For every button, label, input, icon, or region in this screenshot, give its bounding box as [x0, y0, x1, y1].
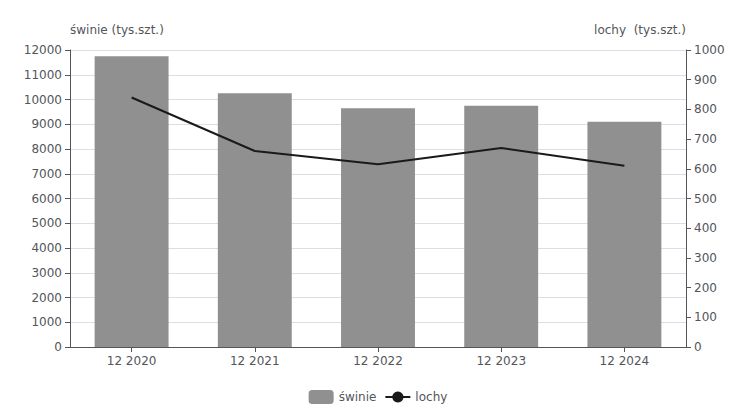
svg-text:5000: 5000	[31, 216, 62, 230]
svg-text:700: 700	[694, 132, 717, 146]
svg-text:900: 900	[694, 73, 717, 87]
svg-text:11000: 11000	[24, 68, 62, 82]
svg-text:12 2023: 12 2023	[476, 354, 526, 368]
svg-text:4000: 4000	[31, 241, 62, 255]
svg-text:12 2020: 12 2020	[107, 354, 157, 368]
svg-text:10000: 10000	[24, 93, 62, 107]
svg-text:12 2024: 12 2024	[600, 354, 650, 368]
svg-text:200: 200	[694, 281, 717, 295]
svg-text:lochy: lochy	[415, 390, 447, 404]
svg-text:100: 100	[694, 310, 717, 324]
svg-text:400: 400	[694, 221, 717, 235]
svg-text:6000: 6000	[31, 192, 62, 206]
svg-text:12 2021: 12 2021	[230, 354, 280, 368]
svg-text:12000: 12000	[24, 43, 62, 57]
svg-text:lochy (tys.szt.): lochy (tys.szt.)	[594, 23, 686, 37]
svg-text:1000: 1000	[694, 43, 725, 57]
svg-text:9000: 9000	[31, 117, 62, 131]
svg-text:0: 0	[694, 340, 702, 354]
svg-text:świnie (tys.szt.): świnie (tys.szt.)	[70, 23, 164, 37]
svg-text:7000: 7000	[31, 167, 62, 181]
svg-text:świnie: świnie	[339, 390, 377, 404]
svg-text:800: 800	[694, 102, 717, 116]
svg-text:8000: 8000	[31, 142, 62, 156]
svg-text:0: 0	[54, 340, 62, 354]
svg-text:3000: 3000	[31, 266, 62, 280]
svg-text:2000: 2000	[31, 291, 62, 305]
svg-text:300: 300	[694, 251, 717, 265]
svg-text:1000: 1000	[31, 315, 62, 329]
svg-text:12 2022: 12 2022	[353, 354, 403, 368]
svg-text:600: 600	[694, 162, 717, 176]
svg-text:500: 500	[694, 192, 717, 206]
